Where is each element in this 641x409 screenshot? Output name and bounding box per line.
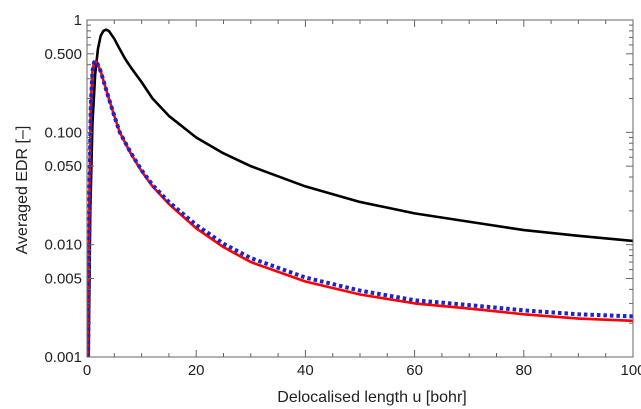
y-tick-label: 0.010 [44, 237, 82, 254]
series-line-3 [87, 59, 633, 357]
series-line-2 [87, 59, 633, 357]
tick-layer: 0 20 40 60 80 100 0.001 0.005 0.010 0.050 0.100 0.5… [44, 12, 641, 379]
x-tick-label: 60 [406, 362, 423, 379]
y-tick-label: 0.005 [44, 270, 82, 287]
y-tick-label: 0.500 [44, 46, 82, 63]
x-tick-label: 20 [188, 362, 205, 379]
x-tick-label: 0 [83, 362, 91, 379]
x-tick-label: 80 [515, 362, 532, 379]
y-tick-label: 0.050 [44, 158, 82, 175]
plot-border [86, 19, 634, 358]
plot-frame [86, 19, 634, 358]
series-line-1 [87, 28, 633, 357]
y-axis-title: Averaged EDR [–] [14, 126, 31, 255]
series-layer [87, 28, 633, 357]
y-tick-label: 0.001 [44, 349, 82, 366]
x-axis-title: Delocalised length u [bohr] [277, 389, 466, 406]
y-tick-label: 1 [74, 12, 82, 29]
x-tick-label: 100 [620, 362, 641, 379]
x-tick-label: 40 [297, 362, 314, 379]
y-tick-label: 0.100 [44, 124, 82, 141]
